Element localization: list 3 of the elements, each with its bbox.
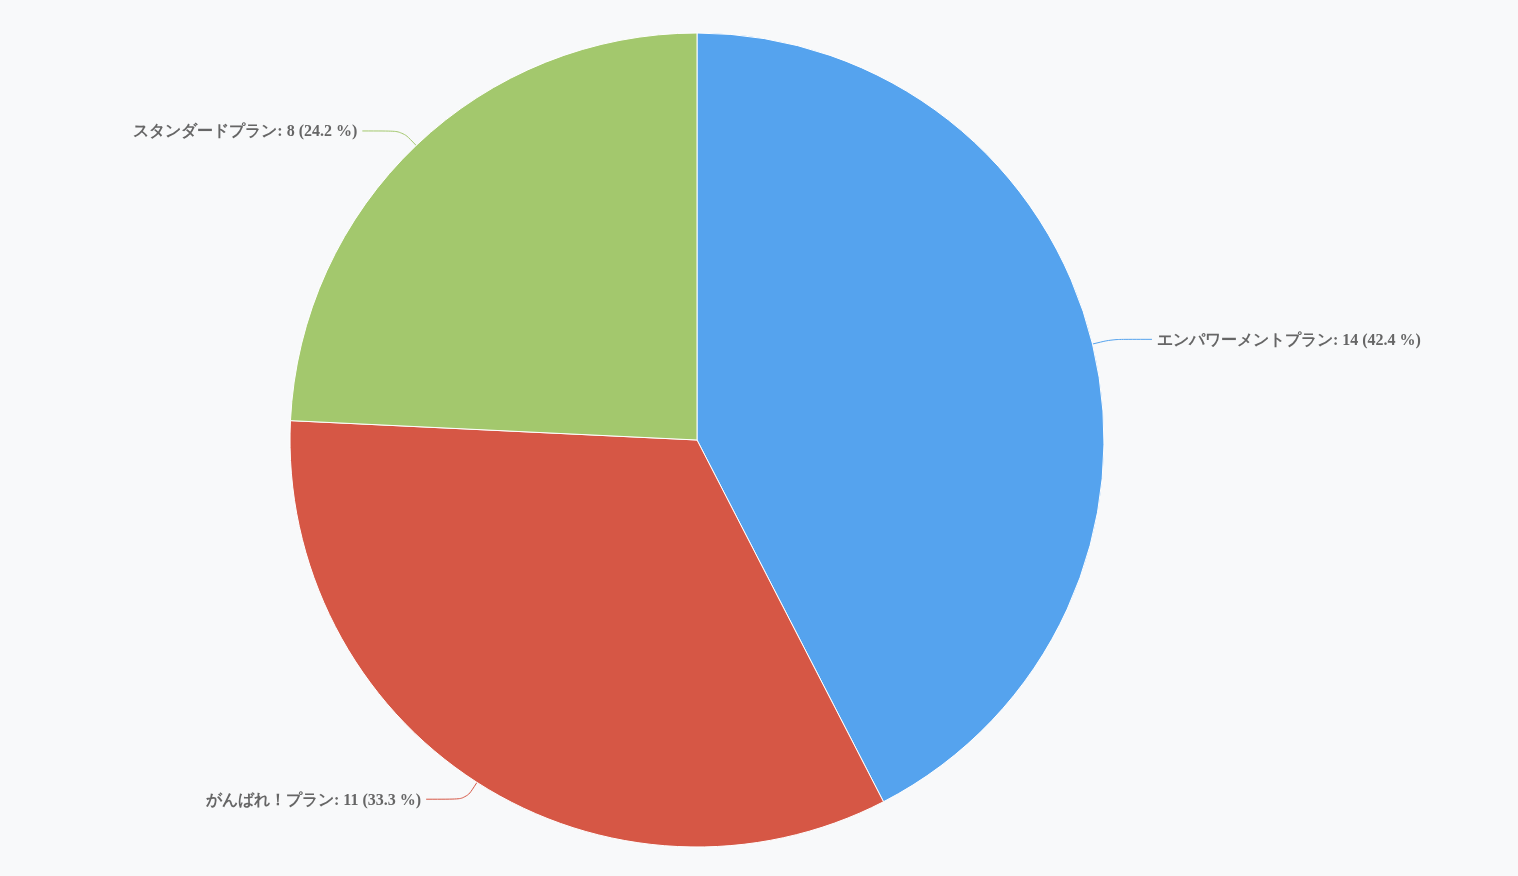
slice-label: エンパワーメントプラン: 14 (42.4 %) (1156, 330, 1421, 349)
slice-label: がんばれ！プラン: 11 (33.3 %) (205, 790, 422, 809)
slice-label: スタンダードプラン: 8 (24.2 %) (133, 122, 358, 141)
